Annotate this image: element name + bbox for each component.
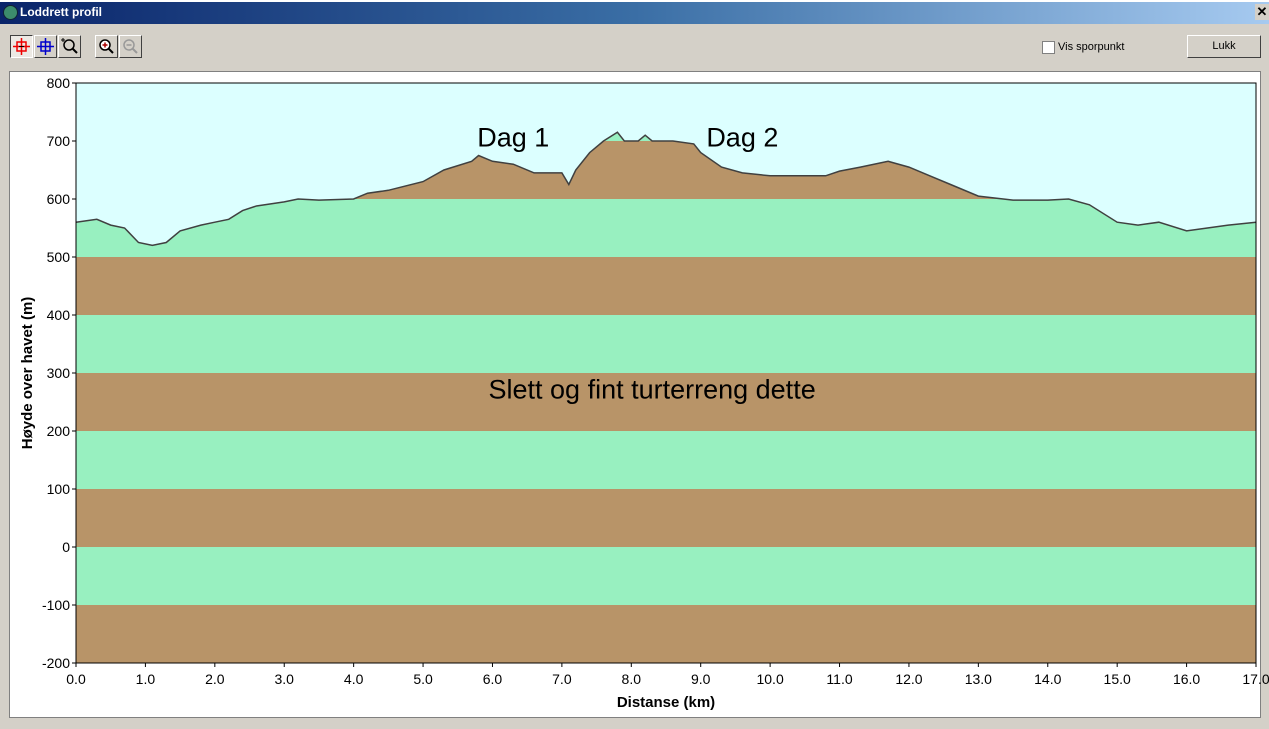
app-icon <box>3 5 18 20</box>
y-tick-label: -100 <box>42 597 70 613</box>
x-tick-label: 0.0 <box>66 671 86 687</box>
x-tick-label: 2.0 <box>205 671 225 687</box>
elevation-band <box>76 315 1256 373</box>
elevation-band <box>76 373 1256 431</box>
zoom-window-tool-button[interactable] <box>58 35 81 58</box>
zoom-window-icon <box>61 38 78 54</box>
y-tick-label: 800 <box>47 75 71 91</box>
x-tick-label: 14.0 <box>1034 671 1061 687</box>
x-tick-label: 16.0 <box>1173 671 1200 687</box>
window-title: Loddrett profil <box>20 5 102 19</box>
lukk-button[interactable]: Lukk <box>1187 35 1261 58</box>
y-tick-label: 300 <box>47 365 71 381</box>
blue-crosshair-tool-button[interactable] <box>34 35 57 58</box>
x-tick-label: 3.0 <box>275 671 295 687</box>
y-tick-label: 100 <box>47 481 71 497</box>
vis-sporpunkt-checkbox[interactable] <box>1042 41 1055 54</box>
x-tick-label: 1.0 <box>136 671 156 687</box>
elevation-band <box>76 605 1256 663</box>
elevation-band <box>76 489 1256 547</box>
zoom-in-button[interactable] <box>95 35 118 58</box>
y-tick-label: 700 <box>47 133 71 149</box>
y-tick-label: 500 <box>47 249 71 265</box>
zoom-out-button[interactable] <box>119 35 142 58</box>
crosshair-blue-icon <box>37 38 54 55</box>
title-bar: Loddrett profil ✕ <box>0 0 1269 24</box>
elevation-band <box>76 199 1256 257</box>
x-tick-label: 4.0 <box>344 671 364 687</box>
x-tick-label: 13.0 <box>965 671 992 687</box>
x-tick-label: 10.0 <box>756 671 783 687</box>
x-tick-label: 11.0 <box>826 671 852 687</box>
x-tick-label: 17.0 <box>1242 671 1269 687</box>
zoom-in-icon <box>99 39 114 54</box>
vis-sporpunkt-label: Vis sporpunkt <box>1058 41 1125 53</box>
y-tick-label: 400 <box>47 307 71 323</box>
elevation-band <box>76 547 1256 605</box>
y-tick-label: 0 <box>62 539 70 555</box>
x-tick-label: 8.0 <box>622 671 642 687</box>
elevation-band <box>76 431 1256 489</box>
y-tick-label: 600 <box>47 191 71 207</box>
close-window-button[interactable]: ✕ <box>1255 4 1269 20</box>
y-axis-label: Høyde over havet (m) <box>19 297 36 450</box>
zoom-out-icon <box>123 39 138 54</box>
chart-annotation: Dag 1 <box>477 122 549 152</box>
x-tick-label: 15.0 <box>1104 671 1131 687</box>
x-tick-label: 5.0 <box>413 671 433 687</box>
y-tick-label: 200 <box>47 423 71 439</box>
profile-line <box>75 131 1257 247</box>
x-tick-label: 7.0 <box>552 671 572 687</box>
x-tick-label: 9.0 <box>691 671 711 687</box>
x-tick-label: 6.0 <box>483 671 503 687</box>
chart-annotation: Dag 2 <box>706 122 778 152</box>
x-tick-label: 12.0 <box>895 671 922 687</box>
chart-annotation: Slett og fint turterreng dette <box>489 375 816 405</box>
red-crosshair-tool-button[interactable] <box>10 35 33 58</box>
x-axis-label: Distanse (km) <box>617 694 715 711</box>
y-tick-label: -200 <box>42 655 70 671</box>
crosshair-red-icon <box>13 38 30 55</box>
elevation-band <box>76 257 1256 315</box>
